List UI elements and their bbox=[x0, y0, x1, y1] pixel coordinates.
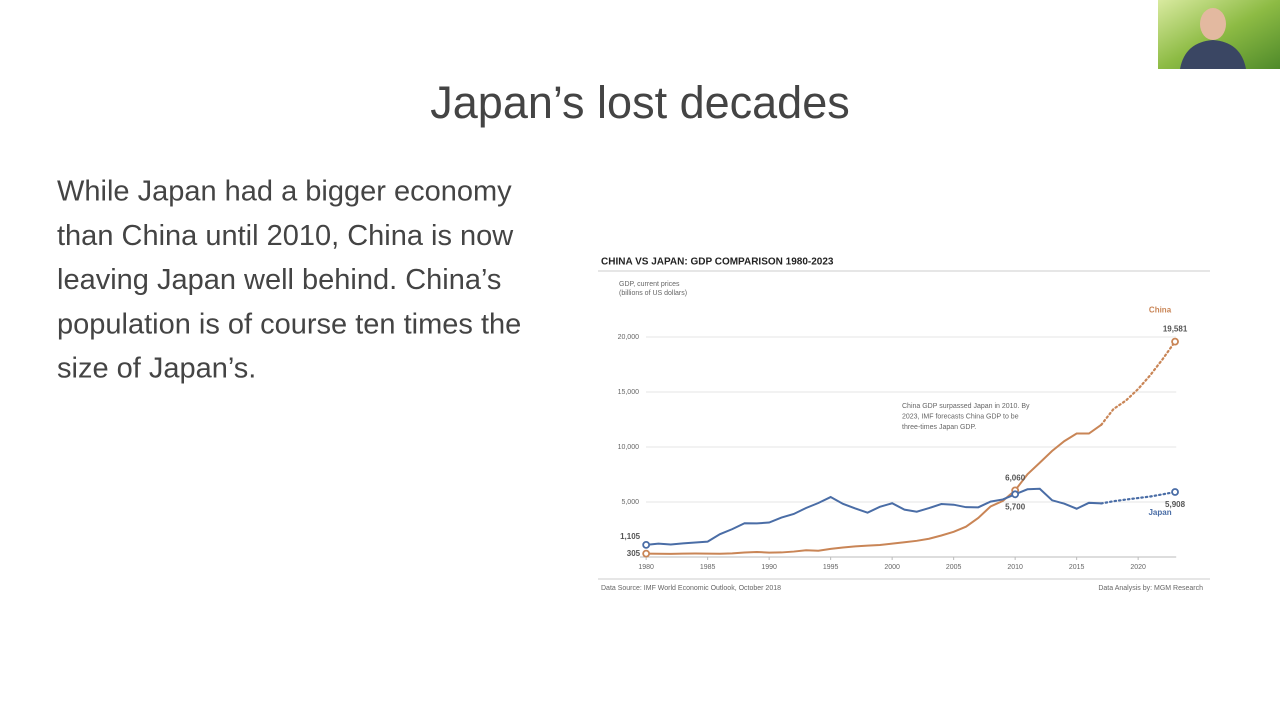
slide-body: While Japan had a bigger economy than Chi… bbox=[57, 176, 521, 385]
data-label: 6,060 bbox=[1005, 473, 1026, 482]
x-tick-label: 1980 bbox=[638, 564, 654, 571]
y-tick-label: 5,000 bbox=[621, 499, 639, 506]
x-tick-label: 1985 bbox=[700, 564, 716, 571]
x-tick-label: 1995 bbox=[823, 564, 839, 571]
y-axis-label: (billions of US dollars) bbox=[619, 290, 687, 297]
x-tick-label: 2000 bbox=[884, 564, 900, 571]
x-tick-label: 2015 bbox=[1069, 564, 1085, 571]
x-tick-label: 1990 bbox=[761, 564, 777, 571]
y-tick-label: 15,000 bbox=[618, 389, 640, 396]
series-label: Japan bbox=[1148, 508, 1171, 517]
annotation: China GDP surpassed Japan in 2010. By bbox=[902, 403, 1030, 410]
body-line: size of Japan’s. bbox=[57, 352, 256, 384]
y-tick-label: 20,000 bbox=[618, 334, 640, 341]
series-line bbox=[645, 423, 1103, 555]
x-tick-label: 2020 bbox=[1130, 564, 1146, 571]
data-label: 5,700 bbox=[1005, 502, 1026, 511]
body-line: population is of course ten times the bbox=[57, 308, 521, 340]
webcam bbox=[1158, 0, 1280, 69]
data-label: 19,581 bbox=[1163, 325, 1188, 334]
slide-title: Japan’s lost decades bbox=[430, 77, 849, 128]
data-label: 5,908 bbox=[1165, 500, 1186, 509]
forecast-line bbox=[1100, 490, 1177, 505]
annotation: 2023, IMF forecasts China GDP to be bbox=[902, 413, 1019, 420]
series-label: China bbox=[1149, 306, 1172, 315]
annotation: three-times Japan GDP. bbox=[902, 424, 976, 431]
chart: GDP, current prices (billions of US dolla… bbox=[618, 281, 1188, 571]
point-marker bbox=[642, 540, 651, 549]
source: Data Source: IMF World Economic Outlook,… bbox=[601, 585, 781, 592]
body-line: than China until 2010, China is now bbox=[57, 220, 514, 252]
x-tick-label: 2005 bbox=[946, 564, 962, 571]
data-label: 305 bbox=[627, 549, 641, 558]
chart-title: CHINA VS JAPAN: GDP COMPARISON 1980-2023 bbox=[601, 257, 834, 268]
credit: Data Analysis by: MGM Research bbox=[1098, 585, 1203, 592]
body-line: leaving Japan well behind. China’s bbox=[57, 264, 501, 296]
forecast-line bbox=[1100, 340, 1177, 426]
point-marker bbox=[1011, 490, 1020, 499]
y-tick-label: 10,000 bbox=[618, 444, 640, 451]
series-line bbox=[645, 487, 1103, 546]
y-axis-label: GDP, current prices bbox=[619, 281, 680, 288]
x-tick-label: 2010 bbox=[1007, 564, 1023, 571]
data-label: 1,105 bbox=[620, 532, 641, 541]
body-line: While Japan had a bigger economy bbox=[57, 176, 512, 208]
point-marker bbox=[1171, 337, 1179, 346]
point-marker bbox=[642, 549, 651, 558]
point-marker bbox=[1171, 488, 1179, 496]
